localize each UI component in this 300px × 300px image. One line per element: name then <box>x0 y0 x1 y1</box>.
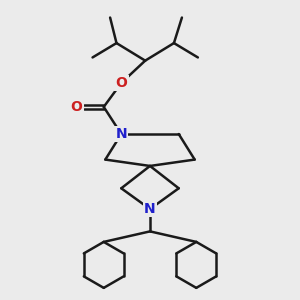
Text: O: O <box>115 76 127 90</box>
Text: O: O <box>71 100 82 114</box>
Text: N: N <box>116 127 127 141</box>
Text: N: N <box>144 202 156 216</box>
